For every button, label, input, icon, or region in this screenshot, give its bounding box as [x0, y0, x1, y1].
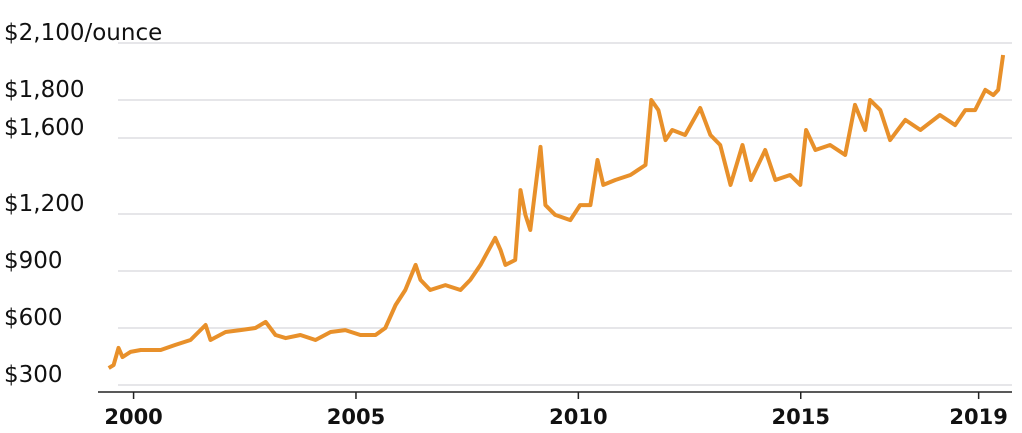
x-tick-label: 2015 [772, 405, 830, 429]
price-line [107, 54, 1006, 370]
y-tick-label: $900 [4, 248, 63, 274]
x-tick-label: 2005 [327, 405, 385, 429]
y-tick-label: $1,600 [4, 115, 84, 141]
x-tick-label: 2019 [949, 405, 1007, 429]
y-tick-label: $600 [4, 305, 63, 331]
x-tick-label: 2010 [549, 405, 607, 429]
y-tick-label: $300 [4, 362, 63, 388]
x-tick-label: 2000 [104, 405, 162, 429]
y-tick-label: $2,100/ounce [4, 20, 162, 46]
y-tick-label: $1,800 [4, 77, 84, 103]
y-tick-label: $1,200 [4, 191, 84, 217]
